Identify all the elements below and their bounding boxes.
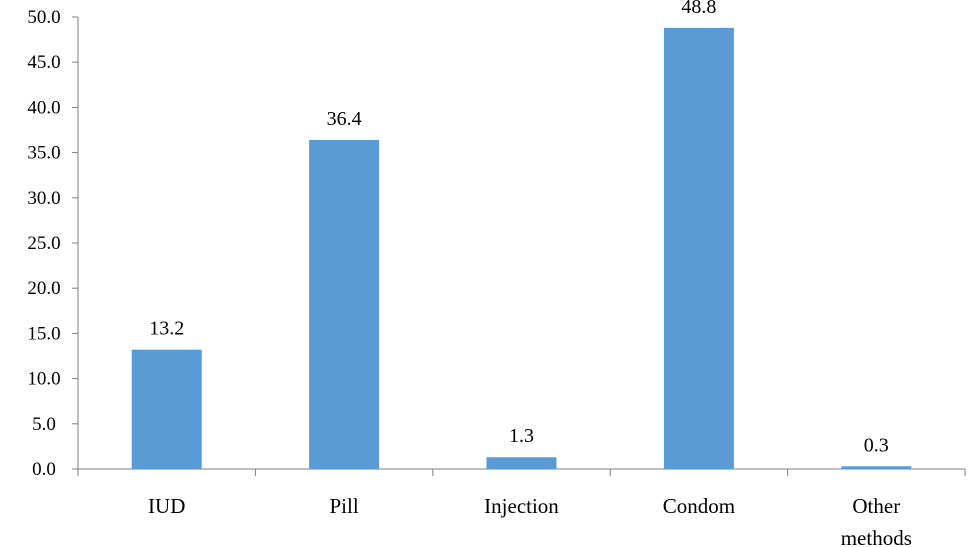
bar <box>309 139 380 469</box>
bars <box>131 27 912 470</box>
data-label: 1.3 <box>509 425 534 447</box>
y-tick-label: 0.0 <box>32 459 56 480</box>
y-tick-label: 5.0 <box>32 414 56 435</box>
y-tick-label: 15.0 <box>27 323 60 344</box>
data-label: 48.8 <box>681 0 716 18</box>
x-category-label: Injection <box>484 494 559 518</box>
data-label: 0.3 <box>864 434 889 456</box>
x-category-label: Other methods <box>841 494 912 547</box>
bar <box>663 27 734 470</box>
y-tick-label: 10.0 <box>27 369 60 390</box>
data-labels: 13.2 36.4 1.3 48.8 0.3 <box>149 0 889 456</box>
bar <box>486 457 557 469</box>
x-category-label: IUD <box>148 494 185 518</box>
x-category-label: Pill <box>330 494 359 518</box>
data-label: 36.4 <box>327 108 362 130</box>
y-tick-label: 50.0 <box>27 7 60 28</box>
x-category-label: Condom <box>663 494 735 518</box>
y-tick-label: 30.0 <box>27 188 60 209</box>
y-tick-label: 20.0 <box>27 278 60 299</box>
y-tick-label: 25.0 <box>27 233 60 254</box>
data-label: 13.2 <box>149 318 184 340</box>
bar <box>131 349 202 469</box>
y-tick-label: 45.0 <box>27 52 60 73</box>
y-tick-label: 40.0 <box>27 97 60 118</box>
bar <box>841 466 912 469</box>
x-axis: IUD Pill Injection Condom Other methods <box>77 468 966 547</box>
y-tick-label: 35.0 <box>27 143 60 164</box>
y-axis: 0.0 5.0 10.0 15.0 20.0 25.0 30.0 35.0 40.0 45.0 50… <box>27 7 79 480</box>
